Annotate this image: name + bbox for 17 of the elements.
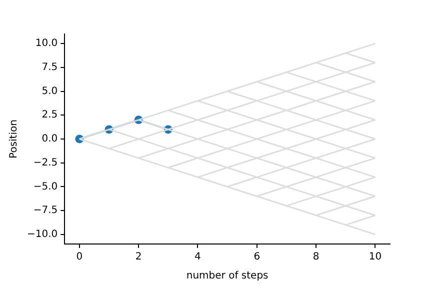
x-tick-label: 8: [312, 252, 320, 263]
x-tick-label: 2: [135, 252, 142, 263]
x-tick-label: 0: [76, 252, 83, 263]
x-axis-title: number of steps: [186, 270, 268, 282]
y-tick-label: 0.0: [42, 134, 58, 145]
y-tick-label: 5.0: [42, 86, 58, 97]
y-tick-label: 10.0: [35, 38, 58, 50]
y-tick-label: −10.0: [26, 229, 58, 240]
y-tick-label: 7.5: [42, 62, 58, 74]
y-tick-label: 2.5: [42, 110, 58, 121]
x-tick-label: 10: [368, 252, 382, 263]
x-tick-label: 4: [194, 252, 201, 263]
y-tick-label: −7.5: [33, 205, 58, 216]
y-tick-label: −2.5: [33, 157, 58, 168]
y-tick-label: −5.0: [33, 181, 58, 192]
x-tick-label: 6: [254, 252, 260, 263]
y-axis-title: Position: [8, 120, 20, 158]
